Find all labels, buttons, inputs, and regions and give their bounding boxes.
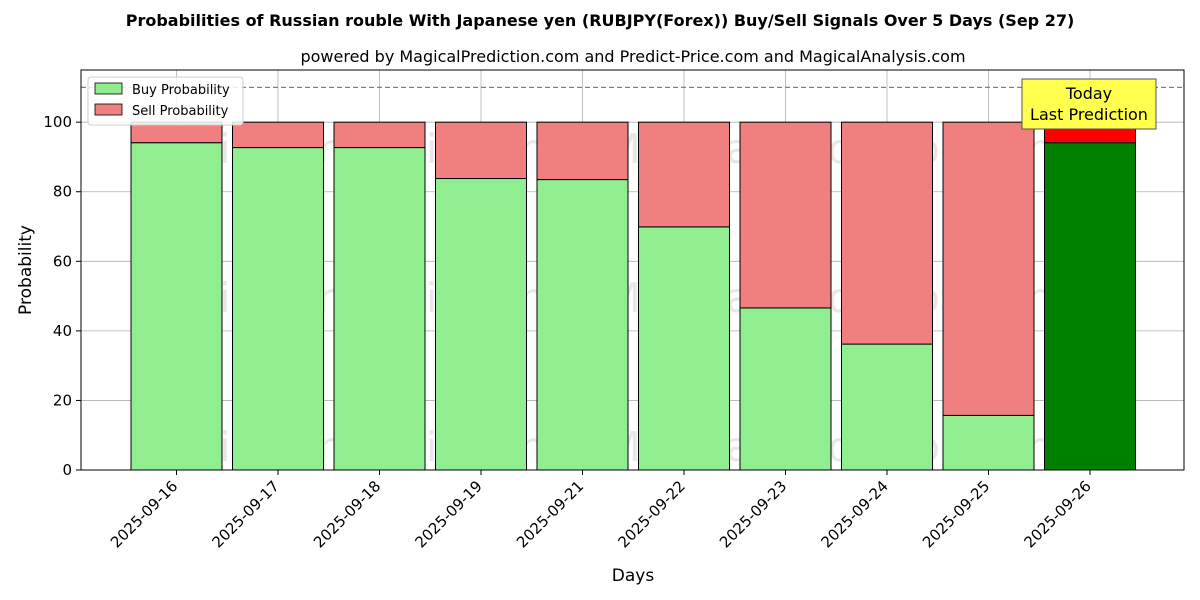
bar-buy [1044,142,1136,471]
annotation-box [1021,78,1157,130]
x-tick-label: 2025-09-23 [716,477,790,551]
legend-box [87,76,244,126]
bar-sell [232,121,324,149]
bar-sell [536,121,629,181]
y-axis-label: Probability [16,225,36,315]
legend-label-buy: Buy Probability [132,83,230,98]
x-tick-label: 2025-09-16 [107,477,181,551]
x-tick-label: 2025-09-25 [919,477,993,551]
legend-swatch-sell [94,103,123,116]
today-annotation: Today Last Prediction [1021,78,1157,130]
y-tick-label: 20 [53,391,72,409]
x-tick-label: 2025-09-26 [1020,477,1094,551]
bar-buy [942,414,1035,471]
annotation-line2: Last Prediction [1030,105,1148,124]
y-tick-label: 40 [53,322,72,340]
bar-sell [333,121,426,149]
legend: Buy Probability Sell Probability [87,76,244,126]
bar-buy [739,307,832,471]
chart-subtitle: powered by MagicalPrediction.com and Pre… [300,47,965,66]
y-axis-ticks: 0 20 40 60 80 100 [43,113,81,479]
bar-buy [130,142,223,471]
bar-sell [841,121,933,345]
legend-swatch-buy [94,82,123,95]
x-tick-label: 2025-09-18 [310,477,384,551]
x-tick-label: 2025-09-17 [208,477,282,551]
plot-frame [80,69,1185,471]
x-tick-label: 2025-09-21 [513,477,587,551]
bar-buy [638,226,730,471]
bar-sell [739,121,832,309]
x-tick-label: 2025-09-24 [817,477,891,551]
annotation-line1: Today [1065,84,1112,103]
x-axis-label: Days [612,566,655,586]
y-tick-label: 80 [53,183,72,201]
bar-buy [435,178,527,471]
bars [130,121,1136,471]
x-tick-label: 2025-09-22 [614,477,688,551]
y-tick-label: 60 [53,252,72,270]
y-tick-label: 0 [62,461,72,479]
bar-sell [435,121,527,180]
bar-buy [232,147,324,471]
bar-sell [638,121,730,228]
bar-sell [942,121,1035,416]
bar-buy [536,179,629,471]
x-tick-label: 2025-09-19 [411,477,485,551]
legend-label-sell: Sell Probability [132,104,229,119]
chart-title: Probabilities of Russian rouble With Jap… [126,11,1075,30]
y-tick-label: 100 [43,113,72,131]
bar-buy [841,343,933,471]
bar-buy [333,147,426,471]
x-axis-ticks: 2025-09-16 2025-09-17 2025-09-18 2025-09-19… [107,470,1095,551]
